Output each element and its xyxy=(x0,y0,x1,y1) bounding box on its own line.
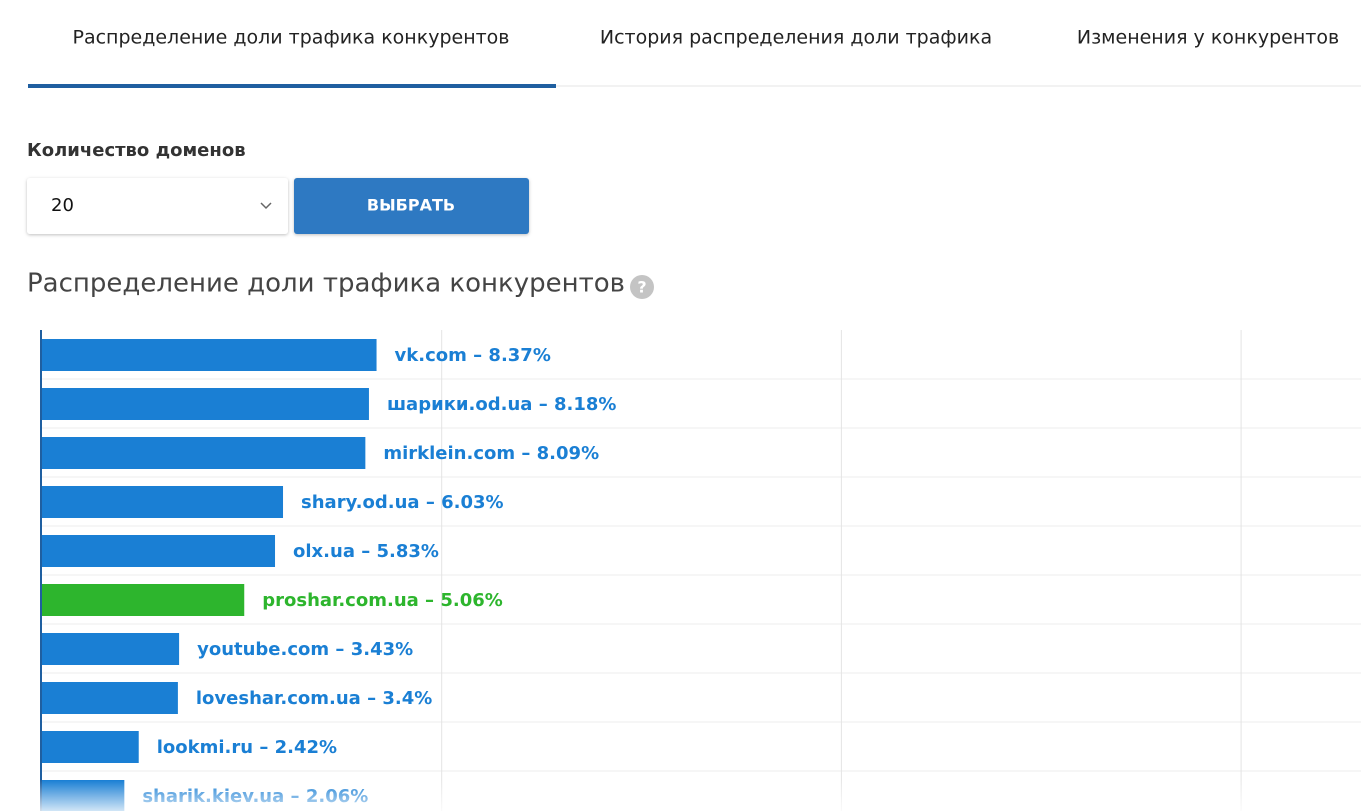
label-separator: – xyxy=(420,492,442,513)
data-label: shary.od.ua – 6.03% xyxy=(301,492,504,513)
label-separator: – xyxy=(361,688,383,709)
data-label: шарики.od.ua – 8.18% xyxy=(387,394,616,415)
label-separator: – xyxy=(253,737,275,758)
tabs: Распределение доли трафика конкурентов И… xyxy=(28,27,1361,88)
bar xyxy=(42,339,377,371)
value-label: 5.83% xyxy=(377,541,439,562)
button-label: ВЫБРАТЬ xyxy=(367,196,455,215)
help-icon[interactable] xyxy=(630,275,654,299)
help-icon-glyph: ? xyxy=(637,278,646,297)
value-label: 8.37% xyxy=(488,345,550,366)
select-box[interactable] xyxy=(27,178,288,234)
data-label: loveshar.com.ua – 3.4% xyxy=(196,688,432,709)
label-separator: – xyxy=(355,541,377,562)
category-label: loveshar.com.ua xyxy=(196,688,361,709)
value-label: 5.06% xyxy=(440,590,502,611)
bar xyxy=(42,731,139,763)
value-label: 3.4% xyxy=(382,688,432,709)
category-label: shary.od.ua xyxy=(301,492,420,513)
tab[interactable]: Изменения у конкурентов xyxy=(1077,27,1339,49)
select-value: 20 xyxy=(51,195,74,216)
data-label: lookmi.ru – 2.42% xyxy=(157,737,337,758)
bar xyxy=(42,584,245,616)
category-label: mirklein.com xyxy=(383,443,515,464)
bar xyxy=(42,388,369,420)
label-separator: – xyxy=(467,345,489,366)
value-label: 2.42% xyxy=(275,737,337,758)
bar xyxy=(42,486,284,518)
label-separator: – xyxy=(515,443,537,464)
category-label: lookmi.ru xyxy=(157,737,253,758)
bottom-fade xyxy=(0,780,1361,811)
data-label: olx.ua – 5.83% xyxy=(293,541,439,562)
value-label: 8.18% xyxy=(554,394,616,415)
category-label: proshar.com.ua xyxy=(262,590,419,611)
value-label: 8.09% xyxy=(537,443,599,464)
label-separator: – xyxy=(532,394,554,415)
value-label: 6.03% xyxy=(441,492,503,513)
button[interactable]: ВЫБРАТЬ xyxy=(294,178,529,234)
section-title: Распределение доли трафика конкурентов xyxy=(27,269,625,299)
value-label: 3.43% xyxy=(351,639,413,660)
select-chevron xyxy=(260,202,272,210)
label-separator: – xyxy=(329,639,351,660)
category-label: youtube.com xyxy=(197,639,329,660)
label-separator: – xyxy=(419,590,441,611)
data-label: youtube.com – 3.43% xyxy=(197,639,413,660)
bar xyxy=(42,535,276,567)
data-label: mirklein.com – 8.09% xyxy=(383,443,599,464)
category-label: vk.com xyxy=(395,345,467,366)
bar xyxy=(42,633,180,665)
bar xyxy=(42,682,178,714)
button-box[interactable] xyxy=(294,178,529,234)
tab[interactable]: Распределение доли трафика конкурентов xyxy=(73,27,510,49)
active-tab-underline xyxy=(28,84,556,88)
data-label: vk.com – 8.37% xyxy=(395,345,551,366)
field-label: Количество доменов xyxy=(27,140,246,161)
category-label: шарики.od.ua xyxy=(387,394,532,415)
select[interactable]: 20 xyxy=(27,178,288,234)
chart: vk.com – 8.37% шарики.od.ua – 8.18% mirkle… xyxy=(40,330,1361,811)
data-label: proshar.com.ua – 5.06% xyxy=(262,590,503,611)
bar xyxy=(42,437,366,469)
tab[interactable]: История распределения доли трафика xyxy=(600,27,992,49)
category-label: olx.ua xyxy=(293,541,355,562)
